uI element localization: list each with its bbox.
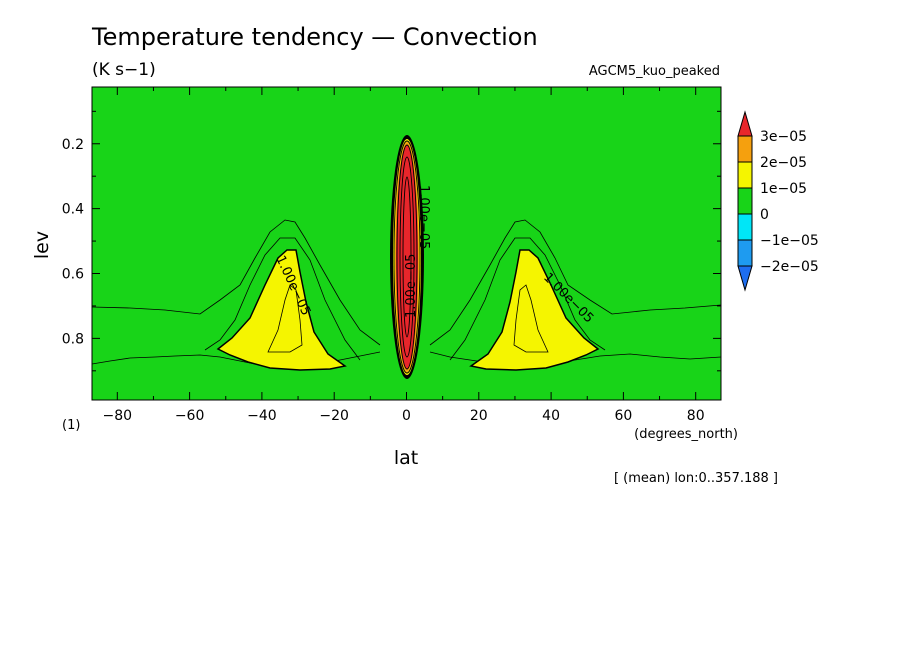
y-tick-label: 0.6 [62, 267, 84, 283]
units-label: (K s−1) [92, 60, 156, 80]
equatorial-contour-lines [390, 136, 424, 378]
footnote: [ (mean) lon:0..357.188 ] [614, 471, 778, 486]
contour-line-upper [91, 219, 381, 346]
model-label: AGCM5_kuo_peaked [589, 64, 720, 79]
y-tick-label: 0.8 [62, 331, 84, 347]
x-tick-label: 40 [542, 408, 560, 424]
chart-title: Temperature tendency — Convection [91, 23, 538, 51]
y-tick-label: 0.4 [62, 202, 84, 218]
plot-area: 1.00e−05 1.00e−05 1.00e−05 1.00e−05 [91, 86, 722, 401]
colorbar-label: 3e−05 [760, 129, 807, 145]
x-axis-label: lat [394, 447, 418, 469]
colorbar-swatch [737, 265, 753, 292]
colorbar-swatch [737, 161, 753, 189]
x-tick-label: 80 [687, 408, 705, 424]
contour-line-middle [204, 237, 361, 361]
colorbar-label: −2e−05 [760, 259, 819, 275]
colorbar-label: 1e−05 [760, 181, 807, 197]
x-units-label: (degrees_north) [634, 427, 738, 442]
colorbar: 3e−05 2e−05 1e−05 0 −1e−05 −2e−05 [737, 110, 819, 292]
x-tick-label: 20 [470, 408, 488, 424]
yellow-region-right [469, 249, 600, 371]
y-axis: 0.2 0.4 0.6 0.8 [62, 110, 721, 372]
yellow-region-left [216, 249, 347, 371]
x-axis: −80 −60 −40 −20 0 20 40 60 80 [103, 87, 705, 424]
contour-label: 1.00e−05 [416, 185, 431, 249]
y-tick-label: 0.2 [62, 137, 84, 153]
colorbar-label: 0 [760, 207, 769, 223]
colorbar-swatch [737, 239, 753, 267]
colorbar-swatch [737, 213, 753, 241]
colorbar-swatch [737, 110, 753, 137]
x-tick-label: −20 [319, 408, 349, 424]
colorbar-swatch [737, 187, 753, 215]
x-tick-label: −40 [247, 408, 277, 424]
x-tick-label: 60 [614, 408, 632, 424]
x-tick-label: −60 [175, 408, 205, 424]
y-axis-label: lev [31, 231, 53, 259]
colorbar-label: −1e−05 [760, 233, 819, 249]
x-tick-label: −80 [103, 408, 133, 424]
colorbar-label: 2e−05 [760, 155, 807, 171]
contour-line-upper [429, 219, 722, 346]
lobe-inner-contour [513, 284, 549, 353]
lobe-inner-contour [267, 284, 303, 353]
x-tick-label: 0 [402, 408, 411, 424]
colorbar-swatch [737, 135, 753, 163]
contour-line-middle [449, 237, 606, 361]
contour-label: 1.00e−05 [404, 254, 419, 318]
y-units-label: (1) [62, 418, 80, 433]
